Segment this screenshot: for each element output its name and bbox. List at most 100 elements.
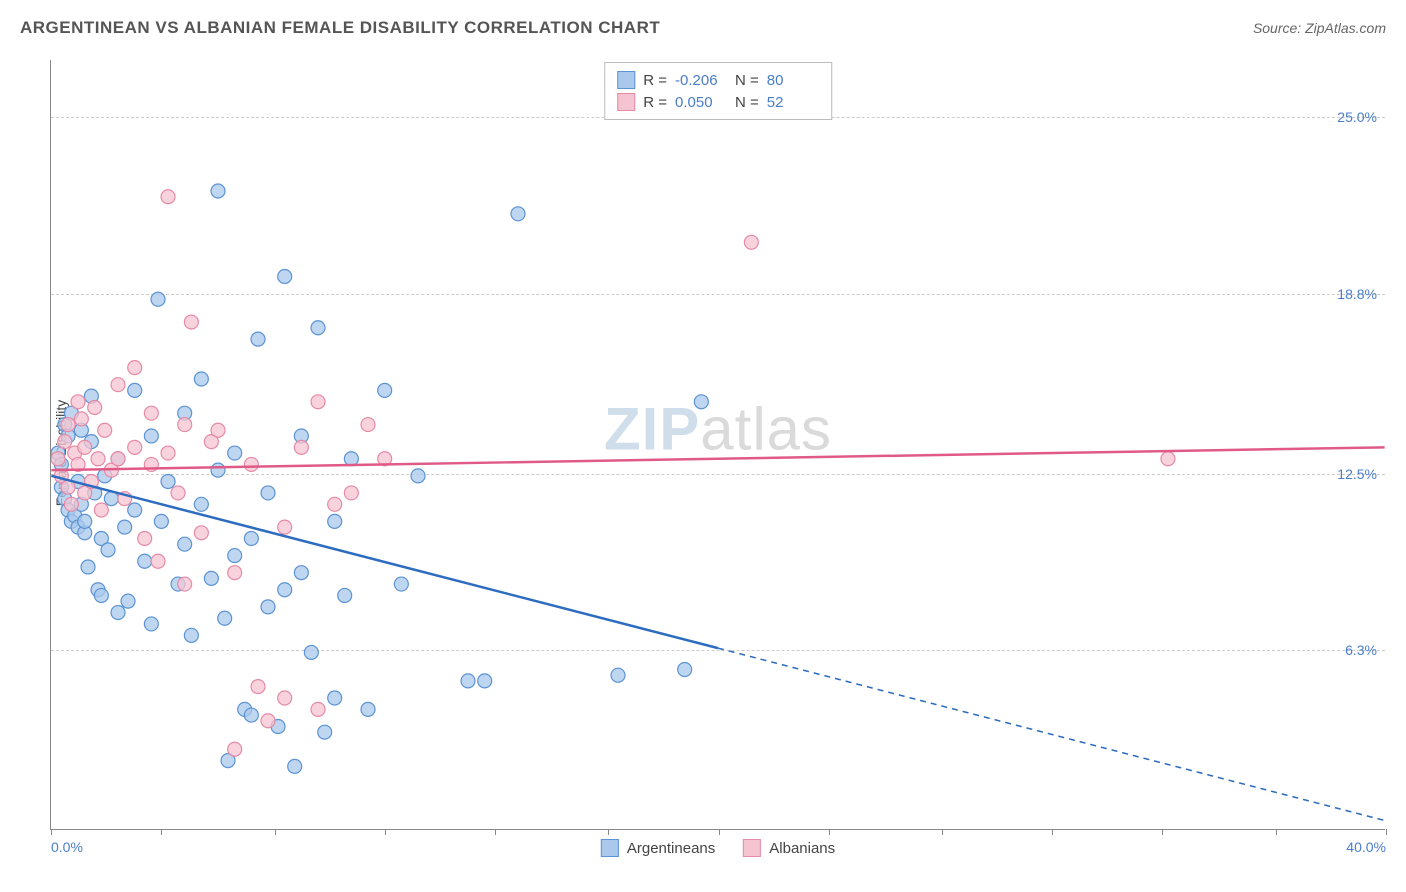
data-point xyxy=(678,663,692,677)
data-point xyxy=(228,742,242,756)
data-point xyxy=(478,674,492,688)
data-point xyxy=(88,400,102,414)
data-point xyxy=(344,486,358,500)
data-point xyxy=(91,452,105,466)
legend-item-argentineans: Argentineans xyxy=(601,839,715,857)
legend-n-label: N = xyxy=(735,72,759,89)
data-point xyxy=(311,702,325,716)
data-point xyxy=(411,469,425,483)
data-point xyxy=(311,395,325,409)
data-point xyxy=(338,588,352,602)
data-point xyxy=(138,531,152,545)
data-point xyxy=(461,674,475,688)
data-point xyxy=(184,628,198,642)
legend-n-value-1: 52 xyxy=(767,94,819,111)
legend-item-albanians: Albanians xyxy=(743,839,835,857)
data-point xyxy=(211,184,225,198)
data-point xyxy=(311,321,325,335)
data-point xyxy=(611,668,625,682)
x-tick xyxy=(942,829,943,835)
x-tick xyxy=(1052,829,1053,835)
data-point xyxy=(304,645,318,659)
data-point xyxy=(218,611,232,625)
data-point xyxy=(101,543,115,557)
legend-r-value-0: -0.206 xyxy=(675,72,727,89)
data-point xyxy=(161,190,175,204)
data-point xyxy=(98,423,112,437)
data-point xyxy=(194,526,208,540)
data-point xyxy=(194,372,208,386)
data-point xyxy=(78,440,92,454)
data-point xyxy=(154,514,168,528)
x-tick xyxy=(719,829,720,835)
x-tick xyxy=(51,829,52,835)
data-point xyxy=(244,457,258,471)
data-point xyxy=(278,269,292,283)
x-tick xyxy=(1386,829,1387,835)
data-point xyxy=(51,452,65,466)
chart-title: ARGENTINEAN VS ALBANIAN FEMALE DISABILIT… xyxy=(20,18,660,38)
correlation-legend: R = -0.206 N = 80 R = 0.050 N = 52 xyxy=(604,62,832,120)
legend-n-value-0: 80 xyxy=(767,72,819,89)
data-point xyxy=(328,514,342,528)
swatch-argentineans-bottom xyxy=(601,839,619,857)
data-point xyxy=(128,503,142,517)
data-point xyxy=(74,412,88,426)
data-point xyxy=(194,497,208,511)
data-point xyxy=(94,588,108,602)
data-point xyxy=(78,514,92,528)
legend-r-label: R = xyxy=(643,72,667,89)
data-point xyxy=(144,429,158,443)
data-point xyxy=(228,446,242,460)
data-point xyxy=(744,235,758,249)
data-point xyxy=(228,549,242,563)
scatter-svg xyxy=(51,60,1385,829)
data-point xyxy=(171,486,185,500)
legend-r-value-1: 0.050 xyxy=(675,94,727,111)
data-point xyxy=(211,463,225,477)
data-point xyxy=(64,497,78,511)
data-point xyxy=(394,577,408,591)
data-point xyxy=(361,702,375,716)
data-point xyxy=(278,691,292,705)
data-point xyxy=(251,680,265,694)
data-point xyxy=(111,606,125,620)
trend-line-extrapolated xyxy=(718,648,1385,820)
x-tick-label: 0.0% xyxy=(51,839,83,855)
chart-plot-area: Female Disability ZIPatlas R = -0.206 N … xyxy=(50,60,1385,830)
data-point xyxy=(694,395,708,409)
legend-row-argentineans: R = -0.206 N = 80 xyxy=(617,69,819,91)
swatch-argentineans xyxy=(617,71,635,89)
x-tick xyxy=(608,829,609,835)
x-tick xyxy=(1276,829,1277,835)
series-legend: Argentineans Albanians xyxy=(601,839,835,857)
legend-label-argentineans: Argentineans xyxy=(627,840,715,857)
data-point xyxy=(151,292,165,306)
chart-header: ARGENTINEAN VS ALBANIAN FEMALE DISABILIT… xyxy=(20,18,1386,38)
data-point xyxy=(378,383,392,397)
legend-row-albanians: R = 0.050 N = 52 xyxy=(617,91,819,113)
data-point xyxy=(61,418,75,432)
swatch-albanians xyxy=(617,93,635,111)
data-point xyxy=(151,554,165,568)
data-point xyxy=(81,560,95,574)
data-point xyxy=(71,395,85,409)
x-tick xyxy=(275,829,276,835)
x-tick xyxy=(1162,829,1163,835)
data-point xyxy=(251,332,265,346)
data-point xyxy=(204,571,218,585)
data-point xyxy=(244,531,258,545)
data-point xyxy=(261,600,275,614)
data-point xyxy=(144,406,158,420)
x-tick-label: 40.0% xyxy=(1346,839,1386,855)
data-point xyxy=(328,497,342,511)
chart-source: Source: ZipAtlas.com xyxy=(1253,20,1386,36)
data-point xyxy=(128,361,142,375)
legend-label-albanians: Albanians xyxy=(769,840,835,857)
data-point xyxy=(178,418,192,432)
data-point xyxy=(294,440,308,454)
data-point xyxy=(228,566,242,580)
data-point xyxy=(361,418,375,432)
data-point xyxy=(138,554,152,568)
data-point xyxy=(261,486,275,500)
